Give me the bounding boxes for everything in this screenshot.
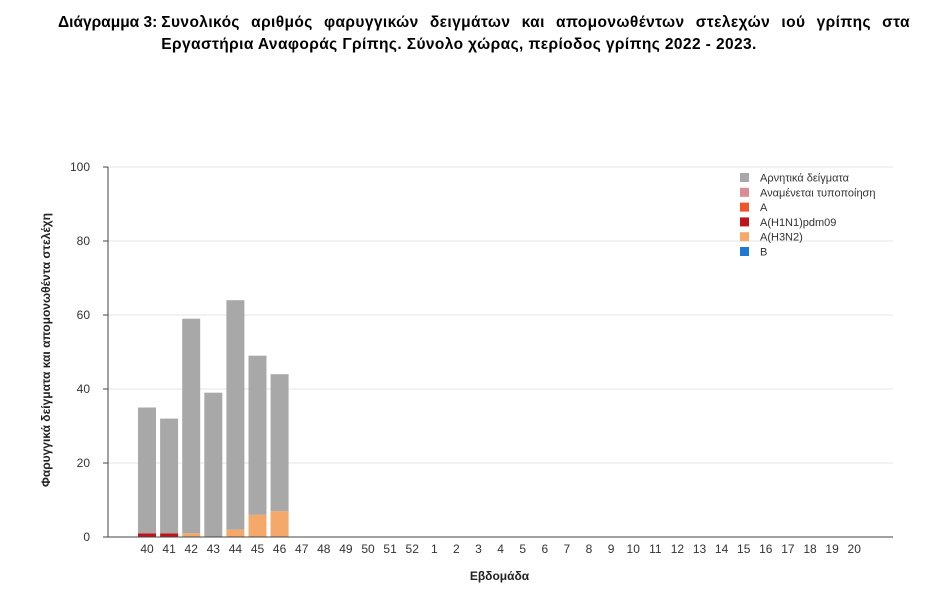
legend-swatch [740,232,749,242]
bar-segment [182,318,201,534]
x-tick-label: 13 [693,542,707,556]
legend-label: A [760,202,768,214]
bar-segment [182,533,201,537]
x-axis-title: Εβδομάδα [470,569,530,583]
y-tick-label: 80 [77,234,91,248]
y-tick-label: 60 [77,308,91,322]
x-tick-label: 17 [781,542,795,556]
x-tick-label: 48 [317,542,331,556]
bar-segment [270,511,289,537]
chart-title: Διάγραμμα 3: Συνολικός αριθμός φαρυγγικώ… [58,12,910,56]
y-tick-label: 100 [70,160,90,174]
y-tick-label: 20 [77,456,91,470]
x-tick-label: 7 [564,542,571,556]
x-tick-label: 3 [475,542,482,556]
legend-label: A(H3N2) [760,232,803,244]
legend-label: A(H1N1)pdm09 [760,217,836,229]
x-tick-label: 40 [140,542,154,556]
bar-segment [160,533,179,537]
legend-swatch [740,173,749,182]
x-tick-label: 16 [759,542,773,556]
x-tick-label: 11 [649,542,662,556]
x-tick-label: 50 [361,542,375,556]
grid-lines [108,166,893,464]
x-tick-label: 12 [671,542,685,556]
x-tick-label: 41 [162,542,176,556]
legend-label: Αρνητικά δείγματα [760,173,850,185]
x-tick-label: 20 [848,542,862,556]
chart-title-text: Συνολικός αριθμός φαρυγγικών δειγμάτων κ… [161,14,910,53]
bar-segment [270,374,289,512]
y-tick-label: 40 [77,382,91,396]
x-tick-label: 15 [737,542,751,556]
y-axis-title: Φαρυγγικά δείγματα και απομονωθέντα στελ… [39,213,53,487]
x-tick-label: 9 [608,542,615,556]
bar-segment [248,514,267,537]
bar-segment [138,533,156,537]
x-tick-label: 47 [295,542,309,556]
x-tick-label: 18 [803,542,817,556]
legend-label: B [760,247,767,259]
bars-group [138,300,289,537]
legend-swatch [740,202,749,212]
x-tick-label: 49 [339,542,353,556]
x-tick-label: 51 [383,542,397,556]
x-tick-label: 4 [497,542,504,556]
x-tick-label: 8 [586,542,593,556]
legend-swatch [740,217,749,227]
x-tick-label: 43 [207,542,221,556]
y-tick-label: 0 [83,530,90,544]
x-tick-label: 52 [406,542,420,556]
x-tick-label: 46 [273,542,287,556]
legend-swatch [740,187,749,197]
bar-segment [138,407,156,534]
x-tick-label: 2 [453,542,460,556]
legend-label: Αναμένεται τυποποίηση [760,187,875,199]
bar-segment [226,300,245,530]
x-tick-label: 1 [431,542,438,556]
x-tick-label: 45 [251,542,265,556]
x-tick-label: 5 [519,542,526,556]
x-tick-label: 14 [715,542,729,556]
bar-segment [204,392,223,537]
chart-title-prefix: Διάγραμμα 3: [58,14,158,31]
bar-segment [226,529,245,537]
x-tick-label: 44 [229,542,243,556]
x-tick-label: 42 [185,542,199,556]
bar-segment [160,418,179,534]
legend-swatch [740,247,749,256]
bar-segment [248,355,267,515]
x-tick-label: 10 [627,542,641,556]
x-tick-label: 6 [541,542,548,556]
x-tick-label: 19 [825,542,839,556]
